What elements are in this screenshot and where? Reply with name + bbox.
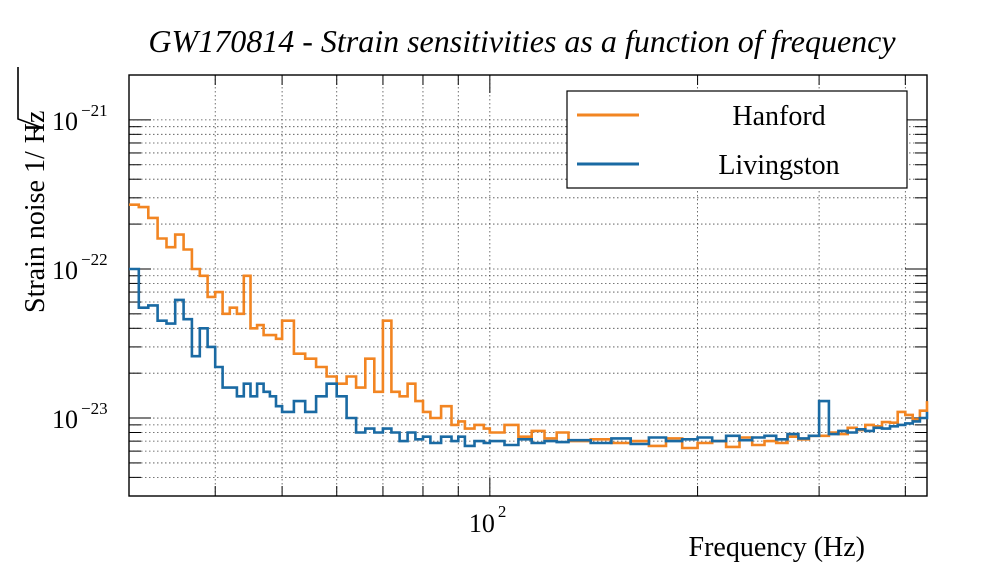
axis-ticks bbox=[128, 74, 927, 496]
series-line-hanford bbox=[129, 203, 929, 450]
x-tick-label-base: 10 bbox=[469, 509, 495, 538]
y-tick-label-exponent: −22 bbox=[81, 250, 108, 269]
y-tick-label: 10 −23 bbox=[52, 399, 108, 434]
legend-box bbox=[566, 90, 908, 189]
x-tick-label-exponent: 2 bbox=[498, 502, 507, 521]
y-tick-label: 10 −22 bbox=[52, 250, 108, 285]
legend-label-livingston: Livingston bbox=[718, 150, 839, 181]
sqrt-symbol bbox=[17, 67, 42, 134]
x-axis-label: Frequency (Hz) bbox=[689, 532, 865, 563]
series-layer bbox=[129, 203, 929, 450]
y-tick-label-base: 10 bbox=[52, 107, 78, 136]
y-tick-label-exponent: −23 bbox=[81, 399, 108, 418]
plot-frame bbox=[128, 74, 928, 497]
legend-label-hanford: Hanford bbox=[732, 101, 825, 132]
chart-title: GW170814 - Strain sensitivities as a fun… bbox=[148, 23, 896, 59]
y-axis-label-prefix: Strain noise 1/ bbox=[20, 151, 51, 313]
y-tick-label: 10 −21 bbox=[52, 101, 108, 136]
y-tick-label-exponent: −21 bbox=[81, 101, 108, 120]
y-axis-label-radicand: Hz bbox=[20, 111, 51, 144]
y-tick-label-base: 10 bbox=[52, 256, 78, 285]
series-line-livingston bbox=[129, 267, 929, 448]
y-axis-label: Strain noise 1/Hz bbox=[20, 111, 51, 313]
sqrt-radical-mark bbox=[17, 67, 42, 134]
x-tick-label: 10 2 bbox=[469, 502, 507, 538]
y-tick-label-base: 10 bbox=[52, 405, 78, 434]
legend: Hanford Livingston bbox=[566, 90, 908, 189]
svg-text:Strain noise 1/Hz: Strain noise 1/Hz bbox=[20, 111, 51, 313]
